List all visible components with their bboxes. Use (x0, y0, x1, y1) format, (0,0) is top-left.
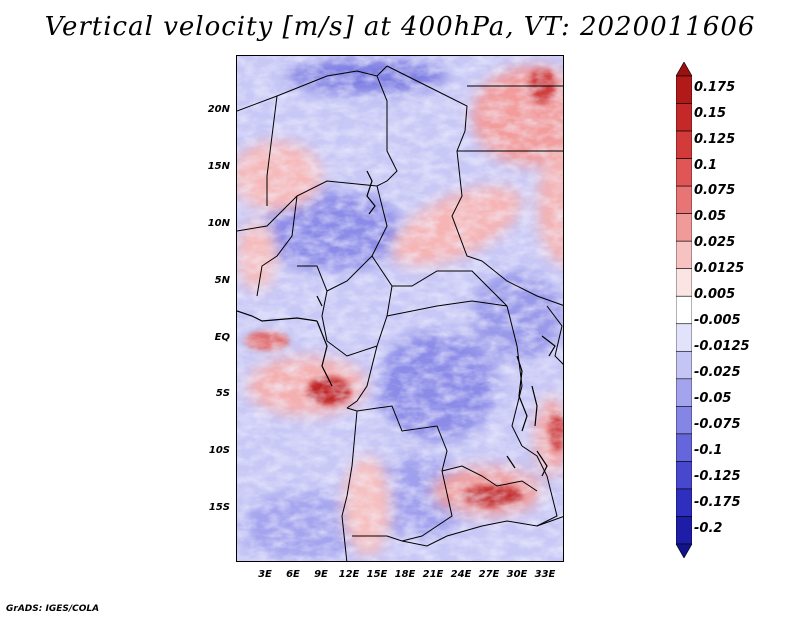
colorbar-segment (676, 213, 692, 242)
colorbar-segment (676, 158, 692, 187)
lakes-coastlines (237, 170, 556, 477)
colorbar-segment (676, 543, 692, 558)
colorbar-segment (676, 461, 692, 490)
colorbar-label: -0.1 (694, 443, 723, 458)
colorbar-segment (676, 406, 692, 435)
chart-title: Vertical velocity [m/s] at 400hPa, VT: 2… (44, 12, 756, 42)
colorbar-segment (676, 433, 692, 462)
lat-label-15n: 15N (207, 161, 230, 172)
colorbar-segment (676, 130, 692, 159)
lon-label-18e: 18E (394, 569, 416, 580)
colorbar-label: -0.075 (694, 417, 741, 432)
map-panel (236, 55, 564, 562)
lon-label-9e: 9E (314, 569, 328, 580)
lat-label-eq: EQ (214, 332, 230, 343)
colorbar-segment (676, 516, 692, 545)
colorbar-label: 0.1 (694, 158, 718, 173)
lon-label-15e: 15E (366, 569, 388, 580)
colorbar-label: 0.025 (694, 235, 736, 250)
colorbar-label: 0.05 (694, 209, 727, 224)
lon-label-30e: 30E (506, 569, 528, 580)
lon-label-12e: 12E (338, 569, 360, 580)
colorbar-label: 0.175 (694, 80, 736, 95)
colorbar-label: -0.2 (694, 521, 723, 536)
colorbar-segment (676, 323, 692, 352)
colorbar-segment (676, 295, 692, 325)
colorbar-label: -0.005 (694, 313, 741, 328)
country-borders (237, 65, 563, 561)
colorbar-label: 0.125 (694, 132, 736, 147)
lon-label-27e: 27E (478, 569, 500, 580)
lat-label-10s: 10S (208, 445, 230, 456)
colorbar-segment (676, 378, 692, 407)
lat-label-15s: 15S (208, 502, 230, 513)
colorbar-label: -0.125 (694, 469, 741, 484)
colorbar-segment (676, 488, 692, 517)
colorbar-segment (676, 240, 692, 270)
colorbar-segment (676, 62, 692, 77)
lon-label-33e: 33E (534, 569, 556, 580)
colorbar-segment (676, 268, 692, 297)
lon-label-6e: 6E (286, 569, 300, 580)
colorbar-label: 0.15 (694, 106, 727, 121)
lat-label-10n: 10N (207, 218, 230, 229)
velocity-field-map (237, 56, 563, 561)
lat-label-5n: 5N (214, 275, 230, 286)
colorbar-label: -0.175 (694, 495, 741, 510)
colorbar-segment (676, 103, 692, 132)
colorbar (676, 62, 692, 558)
lon-label-3e: 3E (258, 569, 272, 580)
colorbar-segment (676, 185, 692, 214)
colorbar-label: 0.0125 (694, 261, 745, 276)
colorbar-label: -0.0125 (694, 339, 750, 354)
colorbar-label: 0.075 (694, 183, 736, 198)
colorbar-segment (676, 350, 692, 380)
lon-label-24e: 24E (450, 569, 472, 580)
colorbar-label: -0.05 (694, 391, 732, 406)
colorbar-label: 0.005 (694, 287, 736, 302)
grads-credit: GrADS: IGES/COLA (6, 604, 100, 614)
colorbar-segment (676, 75, 692, 104)
lat-label-5s: 5S (215, 388, 230, 399)
lat-label-20n: 20N (207, 104, 230, 115)
lon-label-21e: 21E (422, 569, 444, 580)
colorbar-label: -0.025 (694, 365, 741, 380)
